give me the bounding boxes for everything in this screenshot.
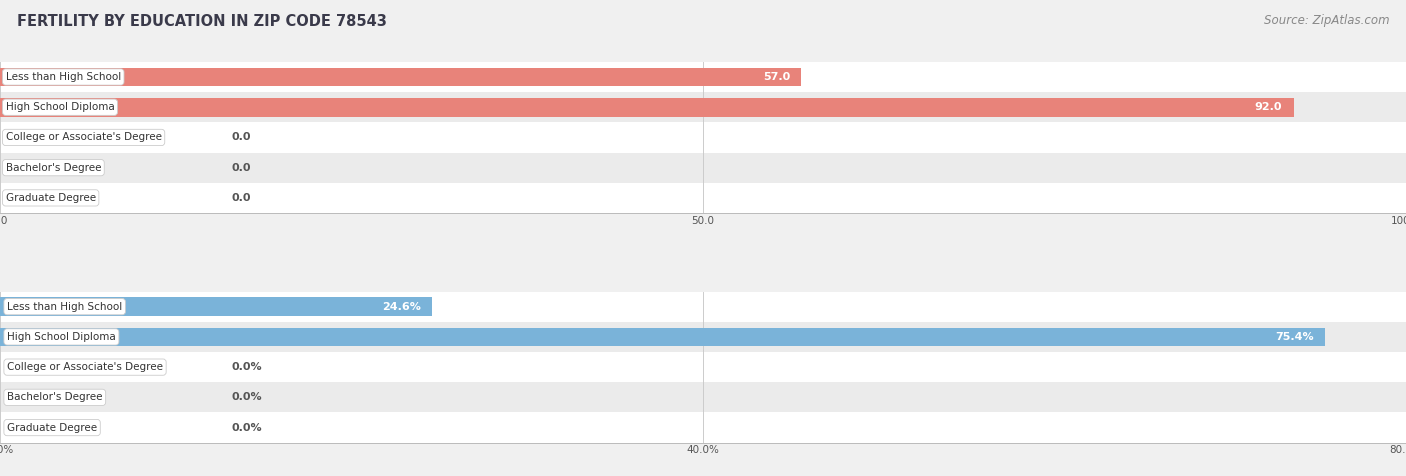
Text: Bachelor's Degree: Bachelor's Degree <box>7 392 103 402</box>
Text: 75.4%: 75.4% <box>1275 332 1313 342</box>
Text: 0.0: 0.0 <box>232 163 252 173</box>
Text: High School Diploma: High School Diploma <box>7 332 115 342</box>
Bar <box>0 352 1406 382</box>
Bar <box>0 62 1406 92</box>
Bar <box>0 152 1406 183</box>
Text: 0.0%: 0.0% <box>232 362 263 372</box>
Text: College or Associate's Degree: College or Associate's Degree <box>7 362 163 372</box>
Bar <box>0 298 433 316</box>
Text: Graduate Degree: Graduate Degree <box>6 193 96 203</box>
Text: 0.0: 0.0 <box>232 193 252 203</box>
Bar <box>0 322 1406 352</box>
Text: College or Associate's Degree: College or Associate's Degree <box>6 132 162 142</box>
Bar <box>0 382 1406 413</box>
Bar <box>0 122 1406 152</box>
Text: Graduate Degree: Graduate Degree <box>7 423 97 433</box>
Text: FERTILITY BY EDUCATION IN ZIP CODE 78543: FERTILITY BY EDUCATION IN ZIP CODE 78543 <box>17 14 387 30</box>
Text: Less than High School: Less than High School <box>6 72 121 82</box>
Text: 57.0: 57.0 <box>763 72 790 82</box>
Bar <box>0 92 1406 122</box>
Text: Less than High School: Less than High School <box>7 302 122 312</box>
Bar <box>0 292 1406 322</box>
Text: 92.0: 92.0 <box>1254 102 1282 112</box>
Text: 0.0: 0.0 <box>232 132 252 142</box>
Bar <box>0 68 801 86</box>
Text: High School Diploma: High School Diploma <box>6 102 114 112</box>
Bar <box>0 183 1406 213</box>
Bar <box>0 413 1406 443</box>
Text: 0.0%: 0.0% <box>232 423 263 433</box>
Text: 0.0%: 0.0% <box>232 392 263 402</box>
Text: Source: ZipAtlas.com: Source: ZipAtlas.com <box>1264 14 1389 27</box>
Text: 24.6%: 24.6% <box>382 302 422 312</box>
Bar <box>0 98 1294 117</box>
Text: Bachelor's Degree: Bachelor's Degree <box>6 163 101 173</box>
Bar <box>0 327 1324 346</box>
